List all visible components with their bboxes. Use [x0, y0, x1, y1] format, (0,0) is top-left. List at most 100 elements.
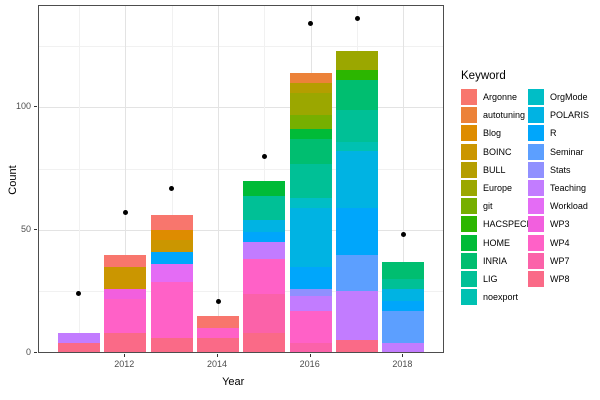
legend-item-WP3: WP3 [528, 215, 589, 233]
legend-swatch-git [461, 198, 477, 215]
bar-segment-2013-WP8 [150, 337, 193, 352]
legend-swatch-HACSPECIS [461, 216, 477, 233]
legend-swatch-Europe [461, 180, 477, 197]
gridline-x-minor [264, 6, 266, 352]
legend-label-WP3: WP3 [550, 219, 570, 230]
legend-swatch-noexport [461, 289, 477, 306]
legend-swatch-WP3 [528, 216, 544, 233]
legend-swatch-Workload [528, 198, 544, 215]
bar-segment-2016-OrgMode [289, 198, 332, 208]
bar-segment-2012-Argonne [104, 254, 147, 267]
x-axis-tick [217, 353, 218, 357]
legend-label-Teaching: Teaching [550, 183, 587, 194]
bar-segment-2011-Teaching [57, 333, 100, 343]
legend-column-1: Argonne autotuning Blog BOINC BULL Europe git H… [461, 88, 535, 306]
legend-item-OrgMode: OrgMode [528, 88, 589, 106]
x-tick-label: 2012 [114, 359, 135, 369]
bar-segment-2016-Stats [289, 288, 332, 297]
bar-segment-2016-POLARIS [289, 207, 332, 267]
x-tick-label: 2016 [299, 359, 320, 369]
data-point-2016 [308, 21, 314, 27]
bar-segment-2015-R [243, 232, 286, 243]
legend-items: Argonne autotuning Blog BOINC BULL Europe git H… [461, 88, 589, 306]
legend-label-Seminar: Seminar [550, 146, 584, 157]
data-point-2012 [122, 210, 128, 216]
data-point-2018 [400, 232, 406, 238]
bar-segment-2013-R [150, 252, 193, 265]
legend-item-Stats: Stats [528, 161, 589, 179]
legend-item-Workload: Workload [528, 197, 589, 215]
legend-item-git: git [461, 197, 528, 215]
legend-label-BOINC: BOINC [483, 146, 512, 157]
legend-swatch-Seminar [528, 143, 544, 160]
data-point-2013 [169, 185, 175, 191]
bar-segment-2018-LIG [382, 279, 425, 289]
legend-label-LIG: LIG [483, 273, 498, 284]
legend-item-BOINC: BOINC [461, 143, 528, 161]
legend: Keyword Argonne autotuning Blog BOINC BULL Eu… [461, 70, 589, 306]
legend-label-OrgMode: OrgMode [550, 92, 588, 103]
legend-item-POLARIS: POLARIS [528, 106, 589, 124]
legend-swatch-INRIA [461, 252, 477, 269]
bar-segment-2013-Workload [150, 264, 193, 282]
data-point-2015 [261, 153, 267, 159]
y-axis-tick [33, 351, 37, 353]
x-axis-tick [124, 353, 126, 357]
legend-label-WP7: WP7 [550, 255, 570, 266]
gridline-y-major [38, 230, 443, 231]
bar-segment-2014-Argonne [197, 315, 239, 329]
data-point-2017 [354, 16, 360, 22]
legend-label-INRIA: INRIA [483, 255, 508, 266]
gridline-x-major [125, 6, 127, 352]
legend-column-2: OrgMode POLARIS R Seminar Stats Teaching Workl… [528, 88, 589, 306]
bar-segment-2012-WP8 [104, 333, 147, 352]
bar-segment-2016-WP7 [289, 342, 332, 352]
legend-item-WP7: WP7 [528, 252, 589, 270]
legend-item-HOME: HOME [461, 234, 528, 252]
legend-item-Blog: Blog [461, 124, 528, 142]
bar-segment-2016-R [289, 266, 332, 289]
legend-item-BULL: BULL [461, 161, 528, 179]
bar-segment-2012-WP4 [104, 298, 147, 334]
legend-label-HOME: HOME [483, 237, 510, 248]
x-axis-title: Year [222, 376, 245, 388]
gridline-x-minor [78, 6, 80, 352]
gridline-y-minor [38, 45, 443, 47]
bar-segment-2014-WP8 [197, 337, 239, 352]
legend-label-noexport: noexport [483, 292, 519, 303]
bar-segment-2013-Blog [150, 230, 193, 240]
data-point-2011 [76, 291, 82, 297]
legend-swatch-WP7 [528, 252, 544, 269]
x-axis-tick [402, 353, 404, 357]
legend-swatch-POLARIS [528, 107, 544, 124]
legend-item-noexport: noexport [461, 288, 528, 306]
y-tick-label: 100 [15, 101, 31, 112]
gridline-x-minor [171, 6, 173, 352]
legend-swatch-Teaching [528, 180, 544, 197]
bar-segment-2017-Seminar [336, 254, 379, 292]
legend-item-WP8: WP8 [528, 270, 589, 288]
bar-segment-2018-INRIA [382, 261, 425, 280]
legend-swatch-OrgMode [528, 89, 544, 106]
legend-item-HACSPECIS: HACSPECIS [461, 215, 535, 233]
y-axis-tick [33, 106, 37, 108]
legend-item-INRIA: INRIA [461, 252, 528, 270]
bar-segment-2016-Teaching [289, 296, 332, 311]
legend-swatch-BOINC [461, 143, 477, 160]
legend-swatch-autotuning [461, 107, 477, 124]
gridline-y-minor [38, 291, 443, 293]
plot-panel [37, 5, 444, 353]
legend-label-git: git [483, 201, 493, 212]
legend-swatch-LIG [461, 270, 477, 287]
legend-item-Argonne: Argonne [461, 88, 528, 106]
legend-label-Argonne: Argonne [483, 92, 518, 103]
bar-segment-2017-Teaching [336, 291, 379, 341]
bar-segment-2011-WP8 [57, 342, 100, 352]
bar-segment-2013-WP4 [150, 281, 193, 338]
legend-label-HACSPECIS: HACSPECIS [483, 219, 536, 230]
bar-segment-2017-Europe [336, 50, 379, 71]
bar-segment-2015-WP4 [243, 259, 286, 294]
legend-label-R: R [550, 128, 557, 139]
legend-label-POLARIS: POLARIS [550, 110, 590, 121]
